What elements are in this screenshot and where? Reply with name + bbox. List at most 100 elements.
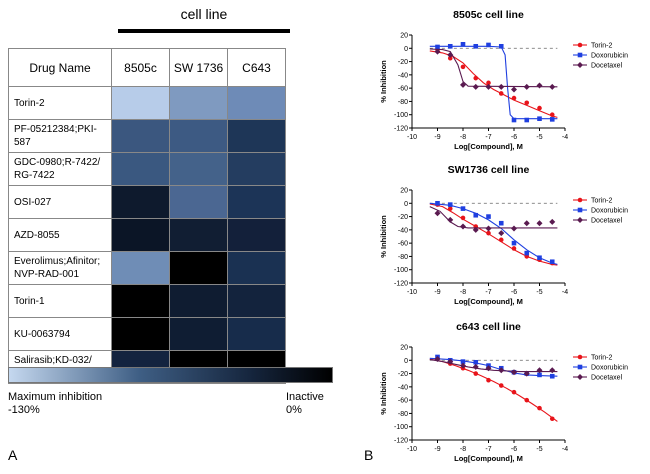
- cell-line-column-header: C643: [227, 48, 286, 87]
- y-tick-label: -120: [394, 281, 408, 288]
- scale-max-label: Maximum inhibition: [8, 391, 103, 403]
- data-point: [473, 371, 479, 376]
- y-tick-label: -20: [398, 214, 408, 221]
- scale-min-label: Inactive: [286, 391, 324, 403]
- legend-entry: Docetaxel: [591, 375, 623, 382]
- legend-entry: Torin-2: [591, 198, 613, 205]
- legend-entry: Torin-2: [591, 355, 613, 362]
- data-point: [460, 64, 466, 70]
- data-point: [537, 405, 542, 411]
- series-curve-doxorubicin: [429, 357, 558, 377]
- data-point: [472, 226, 479, 233]
- series-curve-docetaxel: [429, 48, 558, 88]
- y-tick-label: -80: [398, 254, 408, 261]
- data-point: [549, 416, 555, 422]
- data-point: [498, 230, 505, 237]
- dose-response-panel: 8505c cell line 20 0 -20 -40 -60 -80 -100 -120 -1…: [360, 0, 650, 469]
- data-point: [549, 117, 555, 122]
- x-tick-label: -8: [460, 134, 466, 141]
- heatmap-cell: [111, 185, 170, 219]
- data-point: [434, 355, 441, 362]
- heatmap-cell: [169, 86, 228, 120]
- data-point: [434, 210, 441, 217]
- x-axis-label: Log[Compound], M: [454, 142, 523, 151]
- y-tick-label: -20: [398, 59, 408, 66]
- x-tick-label: -7: [485, 446, 491, 453]
- y-tick-label: -120: [394, 438, 408, 445]
- data-point: [498, 237, 504, 243]
- data-point: [523, 220, 530, 227]
- heatmap-cell: [111, 284, 170, 318]
- data-point: [523, 83, 530, 90]
- y-tick-label: -80: [398, 411, 408, 418]
- x-axis-label: Log[Compound], M: [454, 454, 523, 463]
- drug-name-cell: PF-05212384;PKI-587: [8, 119, 112, 153]
- data-point: [460, 215, 466, 221]
- data-point: [472, 83, 479, 90]
- data-point: [537, 255, 542, 261]
- data-point: [524, 250, 530, 256]
- data-point: [486, 230, 491, 236]
- cell-line-header: cell line: [180, 6, 228, 22]
- legend-marker: [577, 62, 583, 68]
- data-point: [435, 44, 440, 50]
- cell-line-column-header: SW 1736: [169, 48, 228, 87]
- x-tick-label: -4: [562, 289, 568, 296]
- heatmap-cell: [227, 86, 286, 120]
- cell-line-header-bar: [118, 29, 290, 33]
- data-point: [485, 83, 492, 90]
- heatmap-cell: [227, 284, 286, 318]
- heatmap-cell: [227, 152, 286, 186]
- x-tick-label: -4: [562, 134, 568, 141]
- y-tick-label: 20: [400, 188, 408, 195]
- data-point: [498, 43, 504, 49]
- data-point: [486, 80, 491, 86]
- x-tick-label: -10: [407, 134, 417, 141]
- x-tick-label: -10: [407, 289, 417, 296]
- x-tick-label: -6: [511, 446, 517, 453]
- legend-entry: Doxorubicin: [591, 365, 628, 372]
- legend-marker: [577, 364, 583, 370]
- y-tick-label: 0: [404, 201, 408, 208]
- y-tick-label: -60: [398, 398, 408, 405]
- x-tick-label: -9: [434, 289, 440, 296]
- y-tick-label: 20: [400, 33, 408, 40]
- heatmap-row: AZD-8055: [8, 218, 286, 252]
- chart-0: 8505c cell line 20 0 -20 -40 -60 -80 -100 -120-1…: [379, 9, 628, 151]
- scale-min-value: 0%: [286, 404, 302, 416]
- data-point: [460, 362, 466, 369]
- series-curve-doxorubicin: [429, 202, 558, 265]
- data-point: [511, 389, 517, 395]
- heatmap-row: OSI-027: [8, 185, 286, 219]
- y-axis-label: % Inhibition: [379, 60, 388, 103]
- y-tick-label: -40: [398, 384, 408, 391]
- x-axis-label: Log[Compound], M: [454, 297, 523, 306]
- data-point: [524, 100, 530, 106]
- data-point: [473, 359, 479, 365]
- data-point: [486, 214, 491, 219]
- data-point: [511, 95, 517, 101]
- heatmap-cell: [169, 284, 228, 318]
- data-point: [549, 373, 555, 379]
- x-tick-label: -10: [407, 446, 417, 453]
- legend-entry: Docetaxel: [591, 63, 623, 70]
- data-point: [460, 81, 466, 88]
- data-point: [435, 200, 440, 206]
- data-point: [523, 370, 530, 377]
- heatmap-cell: [169, 185, 228, 219]
- data-point: [498, 83, 505, 90]
- y-tick-label: 0: [404, 46, 408, 53]
- chart-title: c643 cell line: [456, 321, 521, 333]
- heatmap-cell: [111, 251, 170, 285]
- data-point: [536, 367, 543, 374]
- data-point: [486, 377, 491, 383]
- heatmap-cell: [111, 119, 170, 153]
- legend-marker: [577, 207, 583, 213]
- x-tick-label: -9: [434, 134, 440, 141]
- series-curve-torin-2: [429, 203, 558, 266]
- heatmap-cell: [227, 218, 286, 252]
- data-point: [447, 216, 454, 223]
- x-tick-label: -4: [562, 446, 568, 453]
- panel-letter-b: B: [364, 447, 374, 463]
- data-point: [460, 42, 466, 47]
